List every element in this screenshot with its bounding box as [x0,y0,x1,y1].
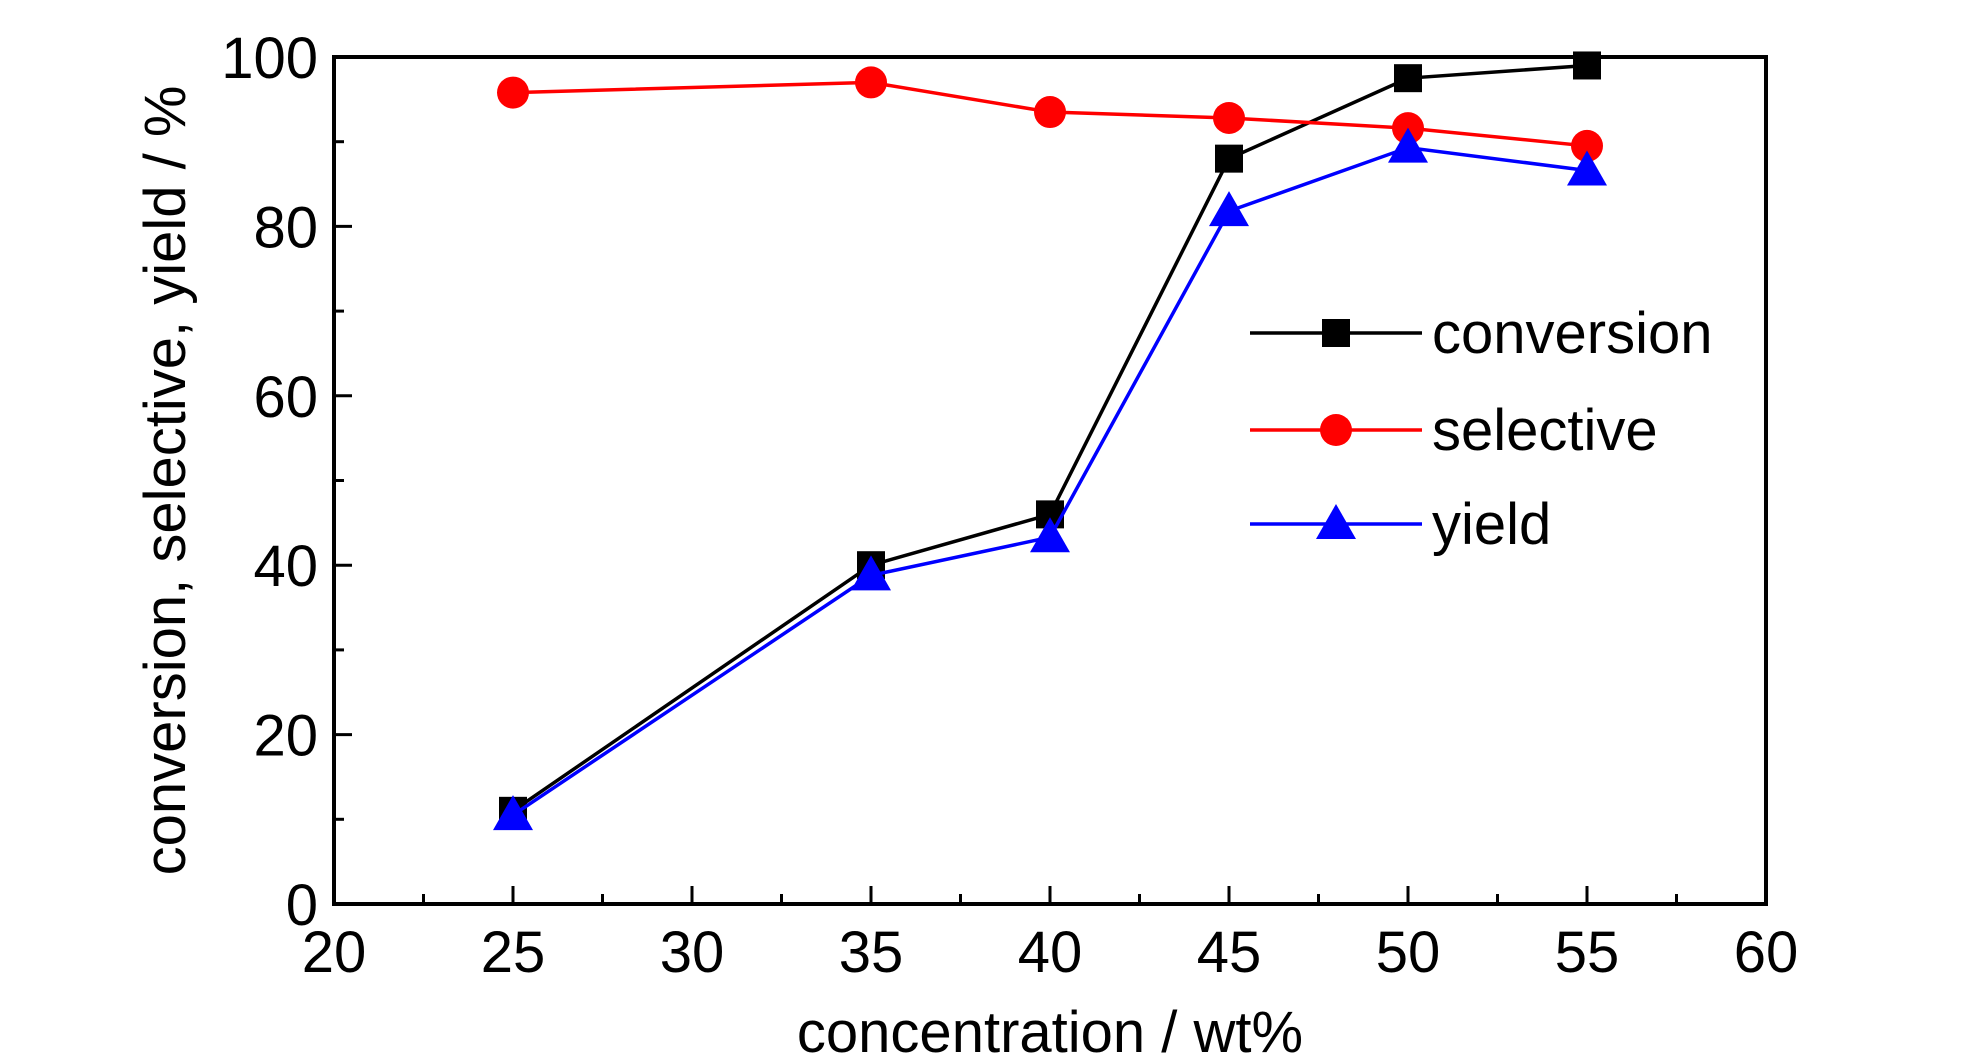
x-tick-label: 40 [1018,920,1083,985]
x-tick-label: 35 [839,920,904,985]
legend-label-selective: selective [1432,398,1658,463]
conversion-point [1394,64,1422,93]
conversion-point [1215,144,1243,173]
x-tick-label: 60 [1734,920,1799,985]
legend-marker-yield [1316,504,1356,539]
x-tick-label: 30 [660,920,725,985]
x-axis-title: concentration / wt% [797,1000,1303,1063]
series-selective [497,66,1603,162]
series-layer [493,51,1607,831]
yield-point [1209,191,1249,227]
x-tick-label: 25 [481,920,546,985]
y-tick-label: 60 [253,365,318,430]
legend-marker-conversion [1322,319,1350,347]
x-tick-label: 45 [1197,920,1262,985]
legend-marker-selective [1320,414,1352,446]
conversion-line [512,63,1588,813]
yield-line [512,145,1588,817]
y-tick-label: 0 [286,873,318,938]
yield-point [851,555,891,591]
legend-label-yield: yield [1432,492,1551,557]
y-tick-label: 40 [253,534,318,599]
y-tick-label: 80 [253,195,318,260]
x-tick-label: 20 [302,920,367,985]
series-yield [493,127,1607,831]
selective-point [1571,129,1603,162]
x-tick-label: 55 [1555,920,1620,985]
selective-point [1034,96,1066,129]
y-tick-label: 100 [221,26,318,91]
legend: conversion selective yield [1250,301,1712,557]
yield-point [1388,127,1428,163]
yield-point [493,795,533,831]
selective-point [1213,101,1245,134]
plot-frame [332,55,1768,906]
legend-label-conversion: conversion [1432,301,1712,366]
yield-point [1030,517,1070,553]
selective-point [497,76,529,109]
y-axis-title: conversion, selective, yield / % [133,86,198,876]
selective-line [512,80,1588,148]
yield-point [1567,150,1607,186]
y-tick-label: 20 [253,704,318,769]
selective-point [855,66,887,99]
x-tick-label: 50 [1376,920,1441,985]
